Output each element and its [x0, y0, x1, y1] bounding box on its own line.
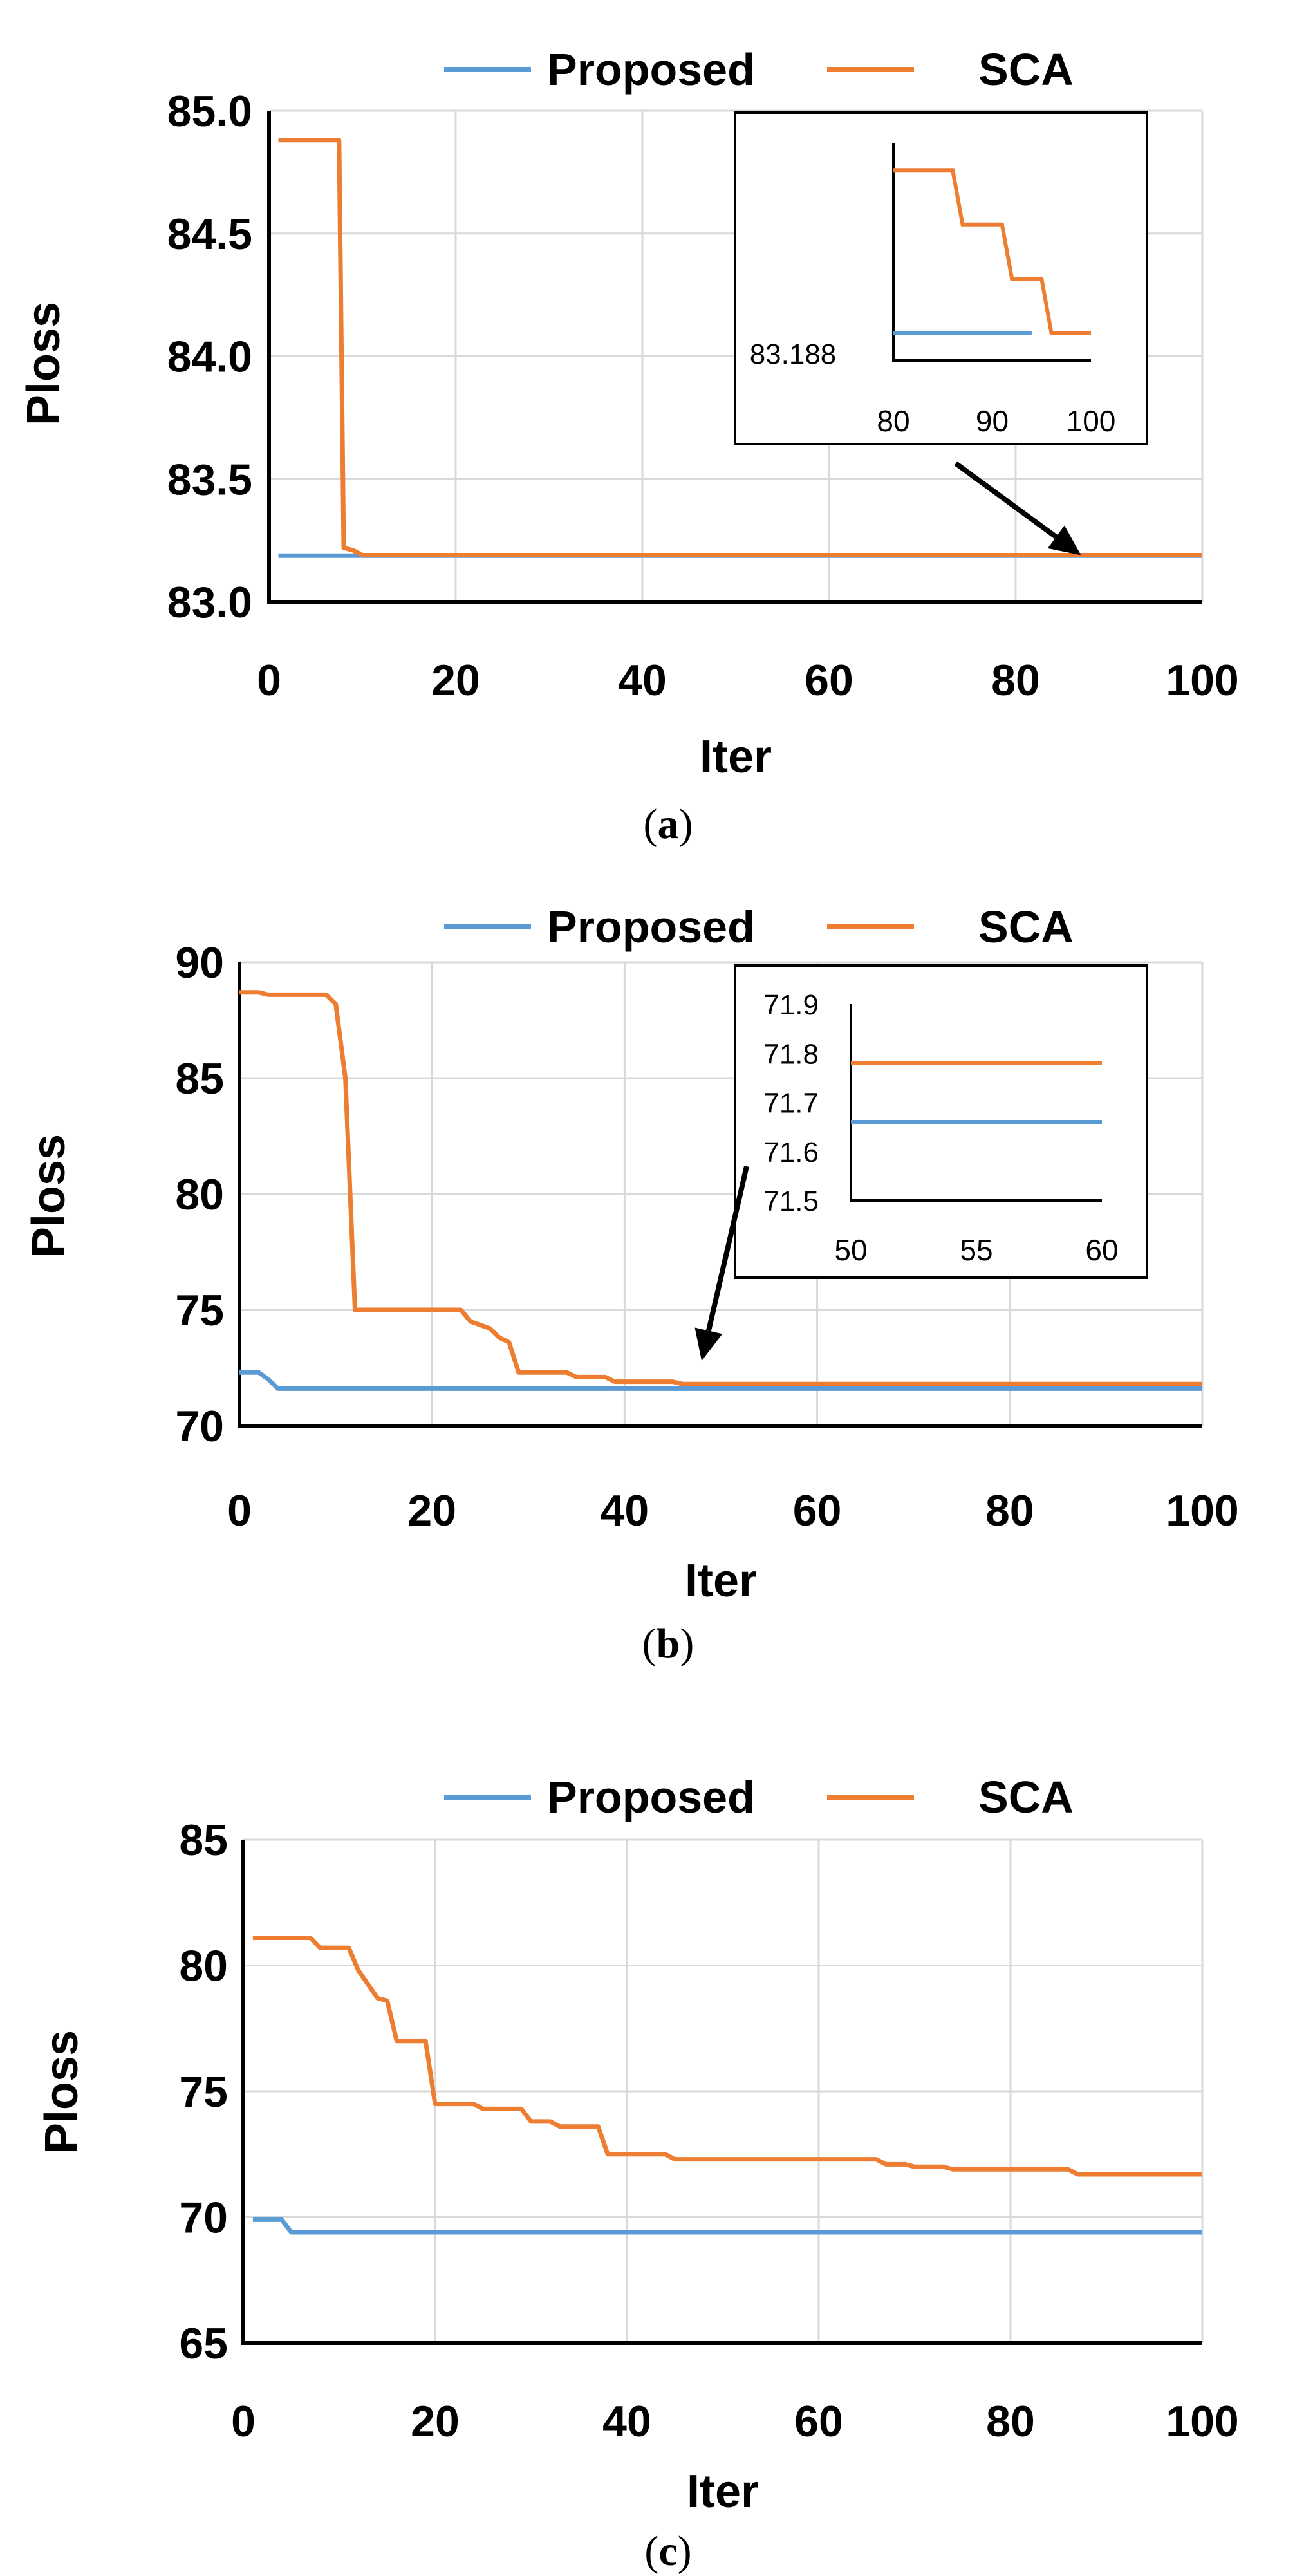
y-tick-label: 83.5 [167, 455, 252, 504]
y-axis-label: Ploss [18, 302, 70, 425]
inset-x-tick-label: 60 [1085, 1233, 1118, 1267]
x-tick-label: 80 [985, 1486, 1034, 1535]
legend-entry: Proposed [547, 1772, 755, 1822]
inset-y-tick-label: 71.5 [763, 1186, 819, 1217]
panel-caption: (a) [644, 801, 693, 848]
y-tick-label: 85.0 [167, 87, 252, 136]
legend-entry: Proposed [547, 44, 755, 95]
x-tick-label: 40 [601, 1486, 649, 1535]
y-tick-label: 84.5 [167, 210, 252, 259]
caption-letter: c [658, 2528, 677, 2575]
series-line-sca [239, 990, 1202, 1386]
chart-panel-c: 0 20 40 60 80 100 65 70 75 80 85 Iter Ploss Proposed S… [36, 1772, 1239, 2575]
caption-letter: b [657, 1620, 680, 1667]
x-tick-label: 60 [805, 656, 853, 705]
x-tick-label: 0 [227, 1486, 252, 1535]
inset-y-tick-label: 83.188 [750, 339, 837, 370]
caption-paren-open: ( [642, 1620, 657, 1667]
inset-x-tick-label: 80 [877, 404, 909, 438]
caption-paren-close: ) [678, 2528, 692, 2575]
y-tick-label: 65 [179, 2319, 228, 2368]
x-tick-label: 80 [986, 2397, 1035, 2446]
x-tick-label: 80 [991, 656, 1040, 705]
y-tick-label: 80 [179, 1942, 228, 1991]
inset-chart: 50 55 60 71.5 71.6 71.7 71.8 71.9 [694, 964, 1148, 1361]
inset-y-tick-label: 71.6 [763, 1137, 819, 1168]
x-tick-label: 60 [794, 2397, 843, 2446]
inset-x-tick-label: 50 [834, 1233, 867, 1267]
panel-caption: (c) [644, 2528, 691, 2575]
legend-entry: SCA [978, 902, 1074, 952]
series-line-sca [252, 1936, 1202, 2177]
y-tick-label: 83.0 [167, 578, 252, 627]
x-tick-label: 40 [602, 2397, 651, 2446]
inset-x-tick-label: 90 [976, 404, 1009, 438]
zoom-arrow-head [694, 1327, 723, 1361]
caption-letter: a [658, 801, 679, 848]
y-tick-label: 85 [175, 1054, 224, 1103]
caption-paren-open: ( [644, 2528, 658, 2575]
zoom-arrow-line [954, 461, 1058, 539]
inset-chart: 80 90 100 83.188 [734, 111, 1148, 555]
x-tick-label: 0 [257, 656, 281, 705]
caption-paren-close: ) [679, 801, 693, 848]
caption-paren-close: ) [680, 1620, 694, 1667]
y-tick-label: 84.0 [167, 333, 252, 382]
caption-paren-open: ( [644, 801, 658, 848]
x-tick-label: 100 [1166, 656, 1238, 705]
y-tick-label: 90 [175, 938, 224, 987]
x-tick-label: 100 [1166, 1486, 1238, 1535]
x-tick-label: 0 [231, 2397, 256, 2446]
series-line-proposed [239, 1370, 1202, 1391]
y-tick-label: 85 [179, 1816, 228, 1865]
series-line-proposed [252, 2217, 1202, 2235]
x-axis-label: Iter [685, 1555, 757, 1607]
y-tick-label: 80 [175, 1170, 224, 1219]
legend-entry: SCA [978, 1772, 1074, 1822]
x-tick-label: 20 [411, 2397, 460, 2446]
inset-y-tick-label: 71.7 [763, 1088, 819, 1119]
zoom-arrow-head [1047, 525, 1081, 555]
inset-y-tick-label: 71.9 [763, 989, 819, 1021]
series-line-sca [278, 138, 1202, 557]
chart-panel-b: 0 20 40 60 80 100 70 75 80 85 90 Iter Ploss Proposed S… [23, 902, 1239, 1667]
y-tick-label: 75 [179, 2067, 228, 2116]
x-tick-label: 20 [407, 1486, 456, 1535]
legend-entry: Proposed [547, 902, 755, 952]
x-tick-label: 20 [431, 656, 480, 705]
inset-x-tick-label: 55 [960, 1233, 992, 1267]
panel-caption: (b) [642, 1620, 694, 1667]
x-tick-label: 60 [793, 1486, 842, 1535]
inset-series-line-sca [893, 168, 1091, 335]
inset-x-tick-label: 100 [1067, 404, 1116, 438]
y-axis-label: Ploss [36, 2030, 88, 2154]
y-tick-label: 70 [175, 1402, 224, 1451]
y-tick-label: 75 [175, 1286, 224, 1335]
legend-entry: SCA [978, 44, 1074, 95]
y-tick-label: 70 [179, 2194, 228, 2243]
chart-panel-a: 0 20 40 60 80 100 83.0 83.5 84.0 84.5 85.0 Iter Plos… [18, 44, 1239, 848]
x-axis-label: Iter [700, 731, 772, 783]
zoom-arrow-line [706, 1166, 749, 1332]
x-axis-label: Iter [687, 2466, 759, 2517]
x-tick-label: 100 [1166, 2397, 1238, 2446]
y-axis-label: Ploss [23, 1134, 75, 1258]
inset-frame [734, 111, 1148, 445]
inset-y-tick-label: 71.8 [763, 1038, 819, 1070]
x-tick-label: 40 [618, 656, 667, 705]
